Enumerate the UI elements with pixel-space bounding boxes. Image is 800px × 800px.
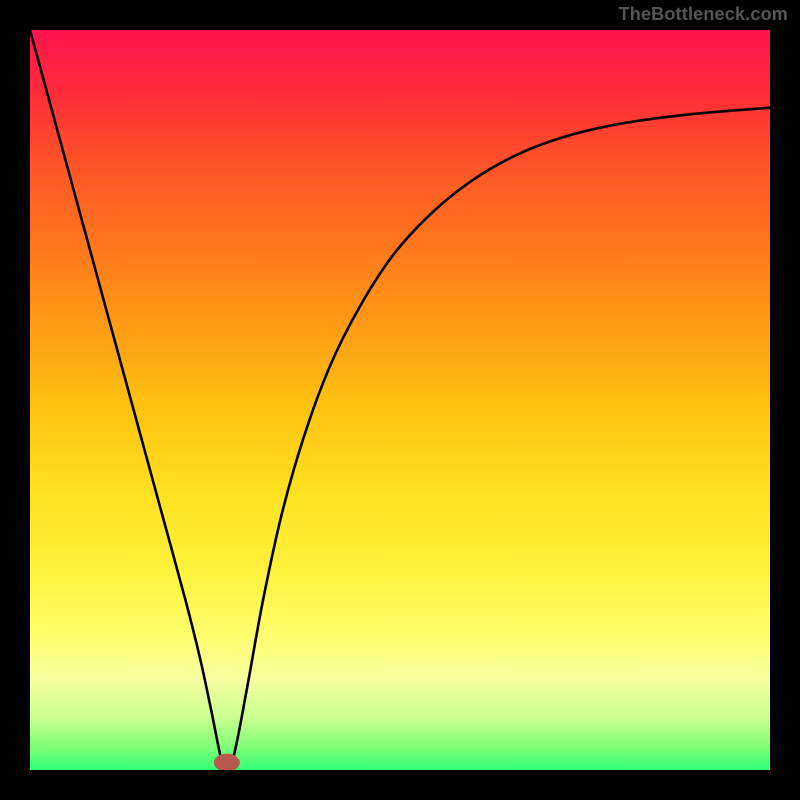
plot-svg [30,30,770,770]
plot-area [30,30,770,770]
chart-frame: TheBottleneck.com [0,0,800,800]
gradient-background [30,30,770,770]
attribution-text: TheBottleneck.com [619,4,788,25]
